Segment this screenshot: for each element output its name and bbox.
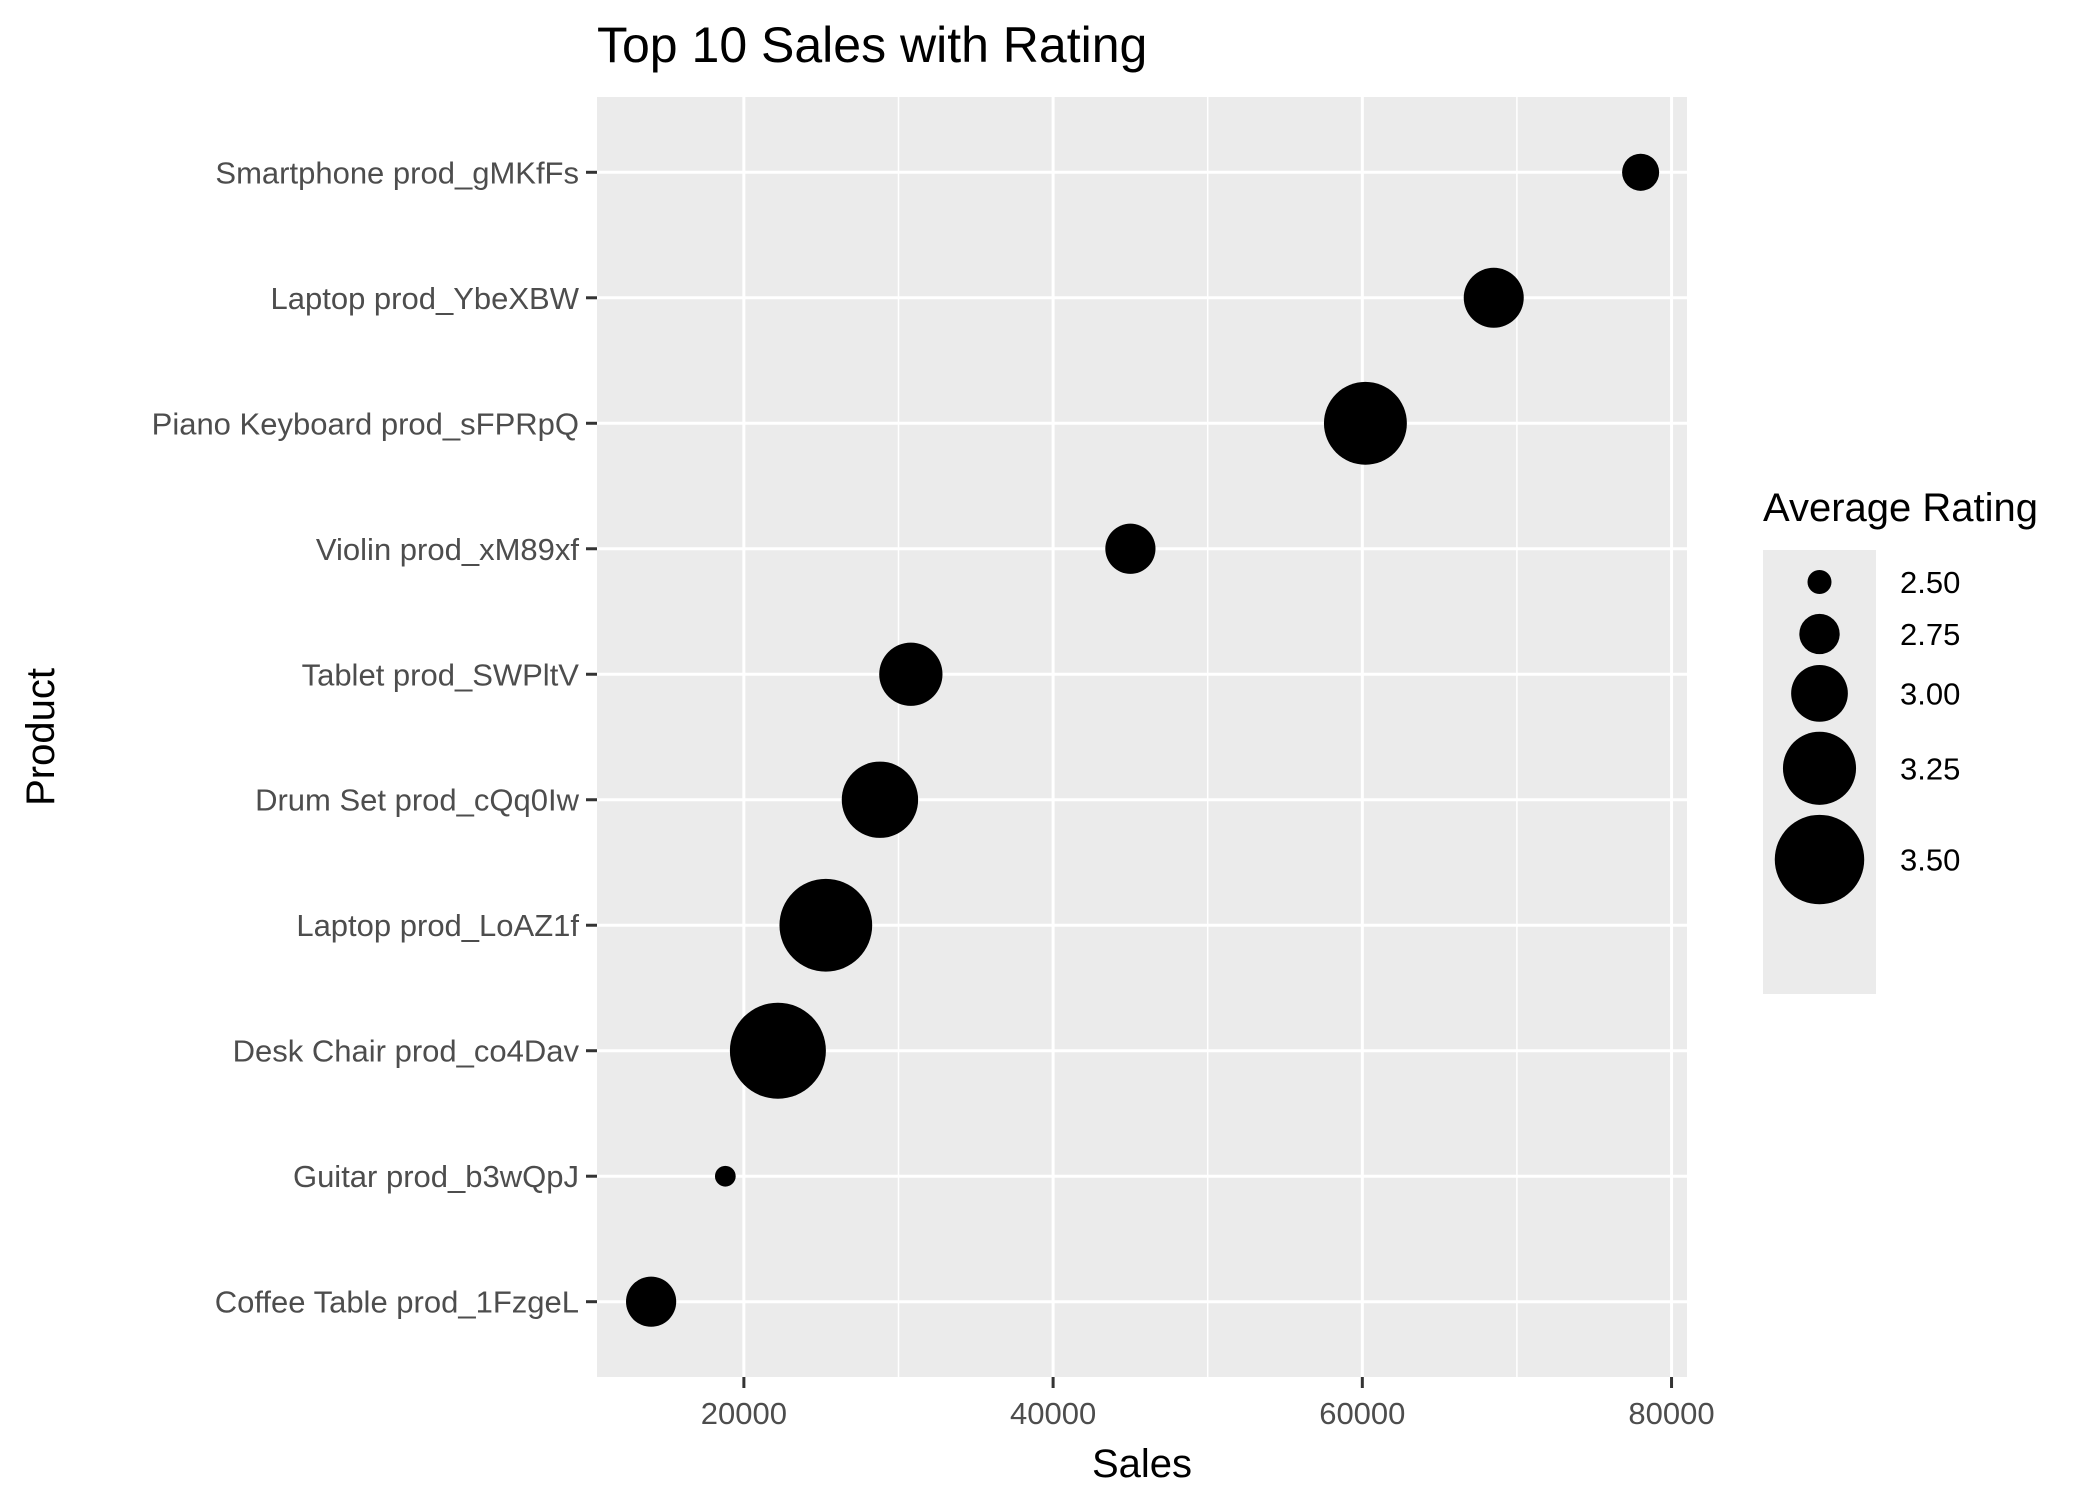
y-tick-label: Laptop prod_LoAZ1f [296, 908, 579, 943]
y-tick-label: Coffee Table prod_1FzgeL [215, 1285, 579, 1320]
y-axis-title: Product [19, 668, 63, 806]
y-tick-label: Laptop prod_YbeXBW [271, 281, 580, 316]
legend-key [1807, 570, 1832, 594]
plot-panel [597, 97, 1687, 1377]
data-point [1622, 153, 1660, 191]
data-point [841, 761, 919, 838]
legend-label: 3.50 [1900, 843, 1960, 878]
legend-key [1782, 731, 1857, 805]
legend-title: Average Rating [1763, 486, 2038, 530]
data-point [1105, 523, 1156, 574]
y-tick-label: Violin prod_xM89xf [316, 532, 579, 567]
data-point [626, 1276, 677, 1327]
data-point [714, 1165, 736, 1187]
x-tick-label: 40000 [1010, 1396, 1096, 1431]
data-point [729, 1002, 826, 1099]
y-axis: Smartphone prod_gMKfFs Laptop prod_YbeXBW… [152, 155, 597, 1320]
y-tick-label: Guitar prod_b3wQpJ [293, 1159, 579, 1194]
legend-label: 2.50 [1900, 565, 1960, 600]
y-tick-label: Tablet prod_SWPltV [302, 657, 580, 692]
data-point [1463, 267, 1524, 328]
data-points [626, 153, 1660, 1327]
chart-title: Top 10 Sales with Rating [597, 17, 1147, 73]
legend-key [1799, 613, 1840, 655]
x-tick-label: 60000 [1319, 1396, 1405, 1431]
x-tick-label: 80000 [1628, 1396, 1714, 1431]
x-axis-title: Sales [1092, 1442, 1192, 1486]
legend-label: 3.00 [1900, 676, 1960, 711]
legend-key [1791, 665, 1848, 722]
legend-keys: 2.50 2.75 3.00 3.25 3.50 [1774, 565, 1960, 905]
x-axis: 20000 40000 60000 80000 [701, 1377, 1715, 1431]
x-tick-label: 20000 [701, 1396, 787, 1431]
y-tick-label: Piano Keyboard prod_sFPRpQ [152, 406, 579, 441]
legend-label: 3.25 [1900, 751, 1960, 786]
grid-major [597, 97, 1687, 1377]
y-tick-label: Drum Set prod_cQq0Iw [255, 783, 580, 818]
data-point [879, 642, 943, 706]
legend-key [1774, 814, 1865, 905]
y-tick-label: Desk Chair prod_co4Dav [233, 1034, 580, 1069]
legend-label: 2.75 [1900, 617, 1960, 652]
size-legend: Average Rating 2.50 2.75 3.00 3.25 3.50 [1763, 486, 2038, 994]
y-tick-label: Smartphone prod_gMKfFs [215, 155, 579, 190]
data-point [779, 878, 873, 972]
data-point [1323, 381, 1407, 465]
